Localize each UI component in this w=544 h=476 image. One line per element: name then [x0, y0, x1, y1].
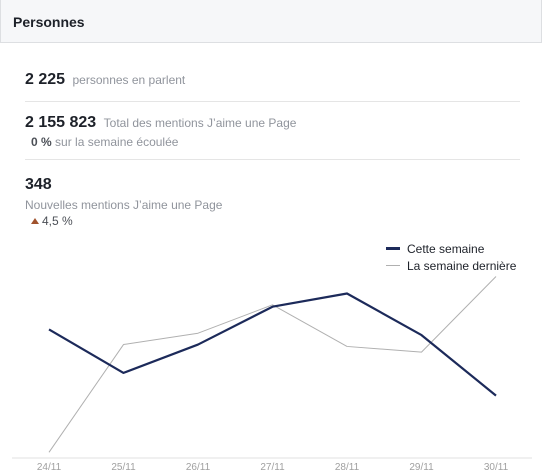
stat-new-likes-label: Nouvelles mentions J’aime une Page [25, 198, 223, 212]
card-title: Personnes [13, 14, 85, 30]
stat-total-likes-change-value: 0 % [31, 135, 52, 149]
stat-talking-label: personnes en parlent [72, 73, 186, 87]
stat-talking-value: 2 225 [25, 71, 66, 88]
x-tick-label: 24/11 [37, 462, 62, 473]
stat-new-likes-change-value: 4,5 % [42, 214, 73, 228]
x-tick-label: 26/11 [186, 462, 211, 473]
stat-total-likes-change-label: sur la semaine écoulée [55, 135, 179, 149]
chart-legend: Cette semaine La semaine dernière [386, 240, 516, 274]
legend-swatch-this-week [386, 247, 400, 250]
stat-talking: 2 225 personnes en parlent [25, 71, 185, 89]
card-header: Personnes [0, 0, 542, 43]
stat-total-likes: 2 155 823 Total des mentions J’aime une … [25, 114, 296, 132]
stat-new-likes-value: 348 [25, 176, 52, 193]
stat-new-likes: 348 [25, 176, 52, 194]
trend-up-icon [31, 218, 39, 224]
x-tick-label: 27/11 [260, 462, 285, 473]
divider [25, 159, 520, 160]
x-tick-label: 25/11 [111, 462, 136, 473]
legend-label-this-week: Cette semaine [407, 241, 485, 256]
stat-total-likes-value: 2 155 823 [25, 114, 97, 131]
x-tick-label: 29/11 [409, 462, 434, 473]
legend-item-this-week: Cette semaine [386, 240, 516, 257]
legend-label-last-week: La semaine dernière [407, 258, 517, 273]
series-line-last-week [48, 276, 497, 453]
divider [25, 101, 520, 102]
stat-total-likes-label: Total des mentions J’aime une Page [103, 116, 297, 130]
stat-new-likes-change: 4,5 % [31, 214, 73, 228]
series-line-this-week [48, 292, 497, 397]
legend-swatch-last-week [386, 265, 400, 266]
legend-item-last-week: La semaine dernière [386, 257, 516, 274]
stat-total-likes-change: 0 % sur la semaine écoulée [31, 135, 178, 149]
x-tick-label: 30/11 [484, 462, 509, 473]
x-tick-label: 28/11 [335, 462, 360, 473]
